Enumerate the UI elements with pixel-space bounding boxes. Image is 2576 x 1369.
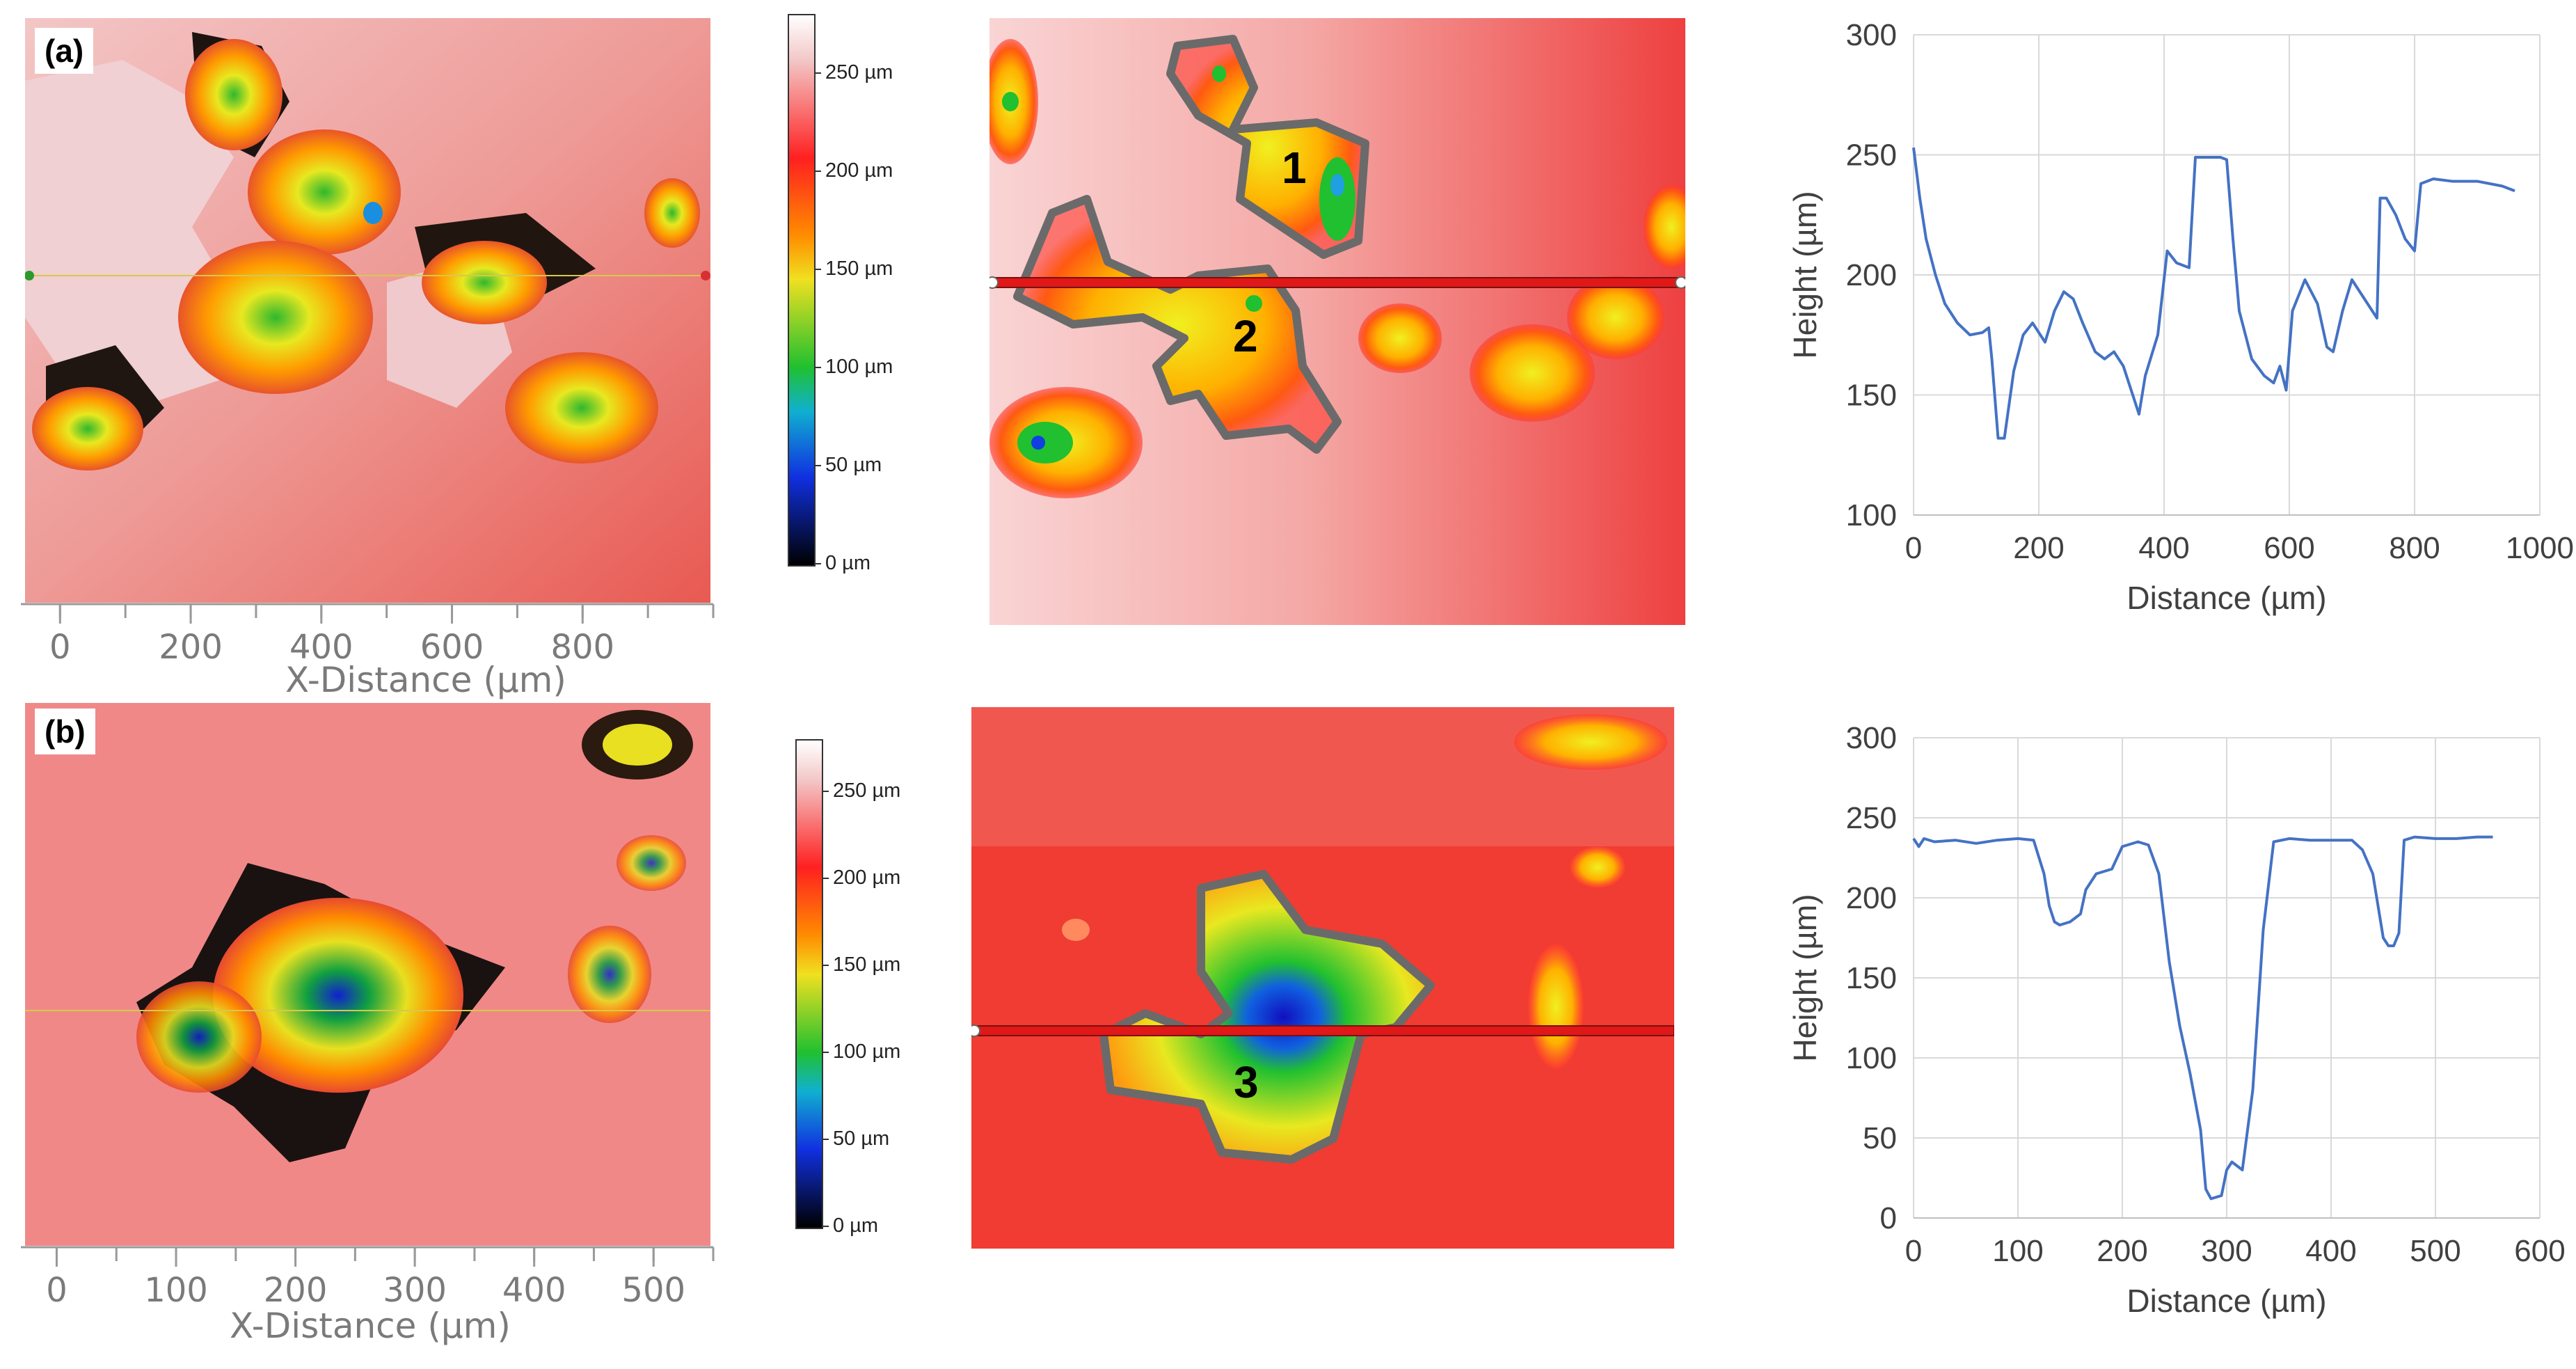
xdistance-title-b: X-Distance (µm) [230, 1306, 511, 1346]
xdistance-tick-label: 200 [159, 628, 223, 667]
colorbar-tick-label: 200 µm [833, 866, 901, 889]
heightmap-2d-b-image [968, 707, 1675, 1249]
y-tick-label: 0 [1880, 1201, 1897, 1235]
colorbar-tick [822, 965, 829, 966]
panel-label-a: (a) [35, 28, 94, 74]
colorbar-tick [822, 1052, 829, 1053]
x-tick-label: 400 [2138, 531, 2189, 565]
colorbar-a [788, 14, 816, 567]
colorbar-tick-label: 0 µm [825, 552, 871, 574]
profile-chart-a: 0 200 400 600 800 1000 100 150 200 250 300 Distance… [1787, 18, 2574, 616]
y-tick-label: 50 [1863, 1121, 1897, 1155]
x-tick-label: 0 [1905, 531, 1922, 565]
colorbar-tick [814, 464, 821, 466]
x-tick-label: 100 [1992, 1234, 2043, 1268]
panel-label-b: (b) [35, 709, 95, 754]
colorbar-tick [822, 791, 829, 792]
x-tick-label: 800 [2389, 531, 2440, 565]
y-tick-label: 250 [1846, 139, 1897, 173]
xdistance-title-a: X-Distance (µm) [285, 660, 566, 700]
colorbar-tick-label: 100 µm [833, 1040, 901, 1063]
xdistance-tick-label: 400 [289, 628, 353, 667]
colorbar-tick [822, 1226, 829, 1227]
y-tick-label: 300 [1846, 721, 1897, 755]
x-tick-label: 600 [2514, 1234, 2565, 1268]
colorbar-tick-label: 150 µm [833, 953, 901, 976]
x-tick-label: 1000 [2506, 531, 2574, 565]
colorbar-tick-label: 150 µm [825, 257, 893, 280]
zone-label-2: 2 [1233, 311, 1258, 361]
colorbar-tick-label: 200 µm [825, 159, 893, 182]
zone-label-1: 1 [1282, 143, 1307, 193]
y-axis-title: Height (µm) [1787, 191, 1823, 358]
colorbar-tick [814, 563, 821, 564]
colorbar-tick [814, 72, 821, 74]
colorbar-b [795, 739, 823, 1229]
x-tick-label: 200 [2013, 531, 2064, 565]
heightmap-2d-a [983, 18, 1699, 625]
xdistance-tick-label: 0 [46, 1271, 67, 1310]
x-tick-label: 600 [2264, 531, 2314, 565]
x-tick-label: 200 [2097, 1234, 2147, 1268]
colorbar-tick-label: 250 µm [825, 61, 893, 84]
xdistance-tick-label: 800 [550, 628, 614, 667]
y-tick-label: 100 [1846, 498, 1897, 532]
heightmap-2d-b [968, 707, 1675, 1249]
y-tick-label: 150 [1846, 379, 1897, 413]
y-tick-label: 200 [1846, 881, 1897, 915]
x-tick-label: 500 [2410, 1234, 2460, 1268]
heightmap-3d-a-image [24, 18, 710, 603]
y-tick-label: 150 [1846, 961, 1897, 995]
x-axis-title: Distance (µm) [2126, 580, 2326, 616]
xdistance-tick-label: 400 [502, 1271, 566, 1310]
y-tick-label: 200 [1846, 258, 1897, 292]
colorbar-tick-label: 100 µm [825, 355, 893, 378]
colorbar-tick-label: 250 µm [833, 780, 901, 802]
xdistance-axis-b: 0 100 200 300 400 500 X-Distance (µm) [21, 1246, 715, 1346]
x-axis-title: Distance (µm) [2126, 1283, 2326, 1319]
colorbar-tick [814, 366, 821, 368]
heightmap-2d-a-image [983, 18, 1699, 625]
zone-label-3: 3 [1234, 1057, 1259, 1107]
heightmap-3d-b-image [25, 703, 710, 1246]
xdistance-tick-label: 600 [420, 628, 484, 667]
colorbar-tick-label: 50 µm [833, 1127, 890, 1150]
x-tick-label: 0 [1905, 1234, 1922, 1268]
colorbar-tick-label: 50 µm [825, 453, 882, 476]
xdistance-tick-label: 500 [621, 1271, 685, 1310]
y-tick-label: 250 [1846, 801, 1897, 835]
xdistance-tick-label: 200 [264, 1271, 328, 1310]
series-line [1912, 147, 2515, 440]
colorbar-tick [814, 170, 821, 172]
xdistance-tick-label: 0 [49, 628, 71, 667]
x-tick-label: 400 [2305, 1234, 2356, 1268]
xdistance-tick-label: 100 [144, 1271, 208, 1310]
xdistance-tick-label: 300 [383, 1271, 447, 1310]
colorbar-tick [814, 268, 821, 270]
y-tick-label: 100 [1846, 1041, 1897, 1075]
colorbar-tick-label: 0 µm [833, 1214, 879, 1237]
heightmap-3d-a [24, 18, 710, 603]
y-axis-title: Height (µm) [1787, 894, 1823, 1061]
y-tick-label: 300 [1846, 18, 1897, 52]
profile-chart-b: 0 100 200 300 400 500 600 0 50 100 150 200 250 300 Dis… [1787, 721, 2566, 1319]
colorbar-tick [822, 1139, 829, 1140]
xdistance-axis-a: 0 200 400 600 800 X-Distance (µm) [21, 603, 715, 700]
heightmap-3d-b [25, 703, 710, 1246]
colorbar-tick [822, 878, 829, 879]
series-line [1912, 835, 2493, 1201]
x-tick-label: 300 [2201, 1234, 2252, 1268]
